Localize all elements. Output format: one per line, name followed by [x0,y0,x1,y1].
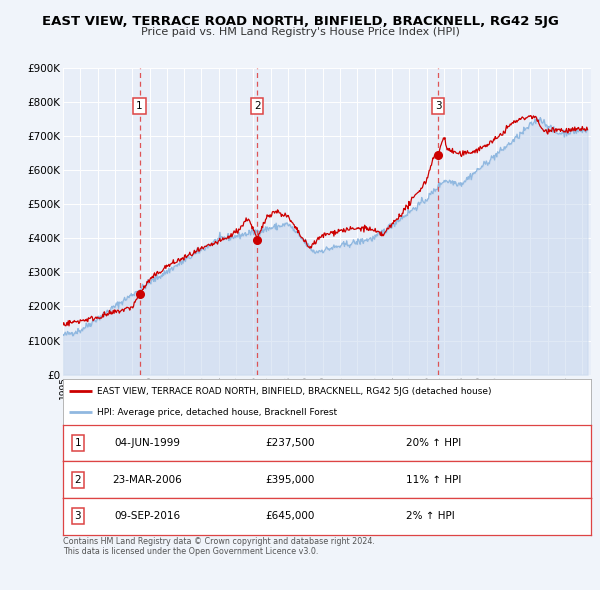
Text: 1: 1 [74,438,81,448]
Text: £645,000: £645,000 [265,512,315,521]
Text: 1: 1 [136,101,143,111]
Text: HPI: Average price, detached house, Bracknell Forest: HPI: Average price, detached house, Brac… [97,408,337,417]
Text: 2: 2 [74,475,81,484]
Text: 2% ↑ HPI: 2% ↑ HPI [406,512,455,521]
Text: 2: 2 [254,101,260,111]
Text: 11% ↑ HPI: 11% ↑ HPI [406,475,461,484]
Text: 09-SEP-2016: 09-SEP-2016 [115,512,181,521]
Text: 23-MAR-2006: 23-MAR-2006 [113,475,182,484]
Text: £395,000: £395,000 [265,475,315,484]
Text: 20% ↑ HPI: 20% ↑ HPI [406,438,461,448]
Text: Price paid vs. HM Land Registry's House Price Index (HPI): Price paid vs. HM Land Registry's House … [140,27,460,37]
Text: 3: 3 [435,101,442,111]
Text: 3: 3 [74,512,81,521]
Text: EAST VIEW, TERRACE ROAD NORTH, BINFIELD, BRACKNELL, RG42 5JG: EAST VIEW, TERRACE ROAD NORTH, BINFIELD,… [41,15,559,28]
Text: £237,500: £237,500 [265,438,315,448]
Text: 04-JUN-1999: 04-JUN-1999 [115,438,181,448]
Text: EAST VIEW, TERRACE ROAD NORTH, BINFIELD, BRACKNELL, RG42 5JG (detached house): EAST VIEW, TERRACE ROAD NORTH, BINFIELD,… [97,386,492,396]
Text: Contains HM Land Registry data © Crown copyright and database right 2024.
This d: Contains HM Land Registry data © Crown c… [63,537,375,556]
